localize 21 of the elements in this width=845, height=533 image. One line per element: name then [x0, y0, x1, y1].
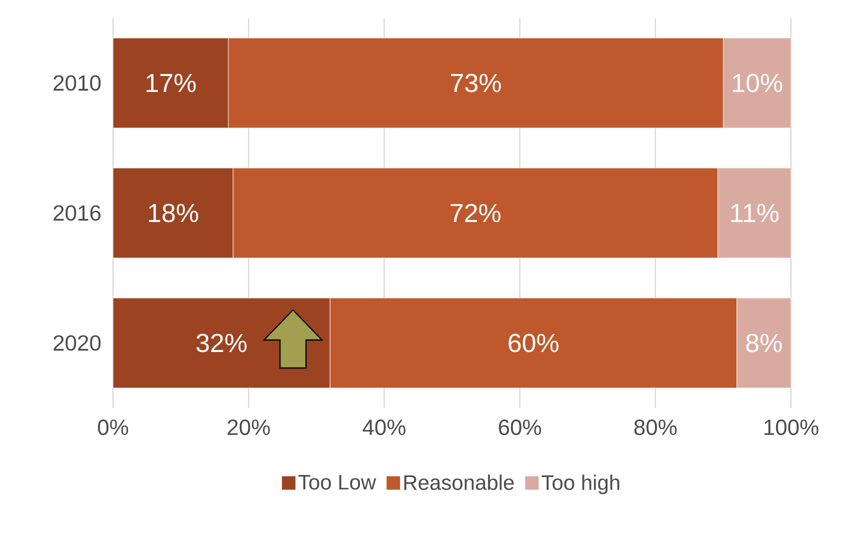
- data-label: 17%: [146, 74, 196, 92]
- legend-label: Reasonable: [404, 474, 514, 490]
- data-label: 18%: [148, 204, 198, 222]
- y-tick-label: 2010: [54, 75, 101, 91]
- x-tick-label: 20%: [228, 420, 270, 436]
- x-tick-label: 40%: [362, 420, 406, 436]
- data-label: 10%: [733, 74, 782, 92]
- data-label: 32%: [196, 334, 247, 352]
- data-label: 73%: [451, 74, 501, 92]
- x-tick-label: 100%: [764, 420, 818, 436]
- data-label: 60%: [508, 334, 558, 352]
- data-label: 11%: [731, 204, 779, 222]
- y-tick-label: 2020: [54, 335, 101, 351]
- data-label: 8%: [746, 334, 782, 352]
- data-label: 72%: [450, 204, 500, 222]
- x-tick-label: 80%: [634, 420, 677, 436]
- x-tick-label: 0%: [98, 420, 128, 436]
- y-tick-label: 2016: [54, 205, 100, 221]
- legend-label: Too Low: [298, 474, 376, 490]
- x-tick-label: 60%: [498, 420, 542, 436]
- legend-label: Too high: [542, 474, 620, 494]
